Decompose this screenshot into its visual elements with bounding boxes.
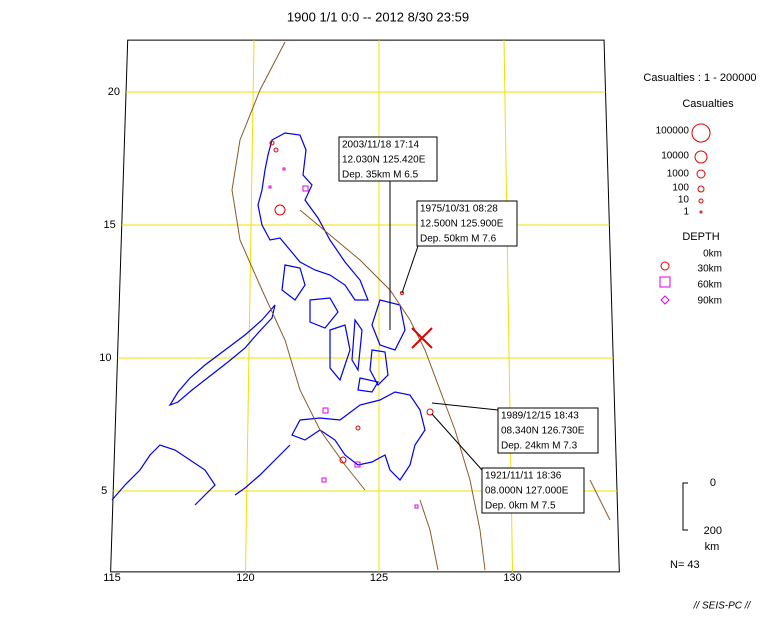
epicenter [354,461,361,468]
event-box [497,407,599,454]
trench-east [299,209,486,571]
depth-title: DEPTH [682,231,719,243]
casualties-range: Casualties : 1 - 200000 [643,72,756,84]
epicenter [269,140,275,146]
lon-label: 115 [103,572,121,584]
event-line: 1989/12/15 18:43 [501,411,579,422]
event-line: 2003/11/18 17:14 [342,140,420,151]
lon-label: 130 [503,572,521,584]
casualty-level: 1000 [667,169,690,180]
depth-symbol [659,276,671,288]
epicenter [339,456,347,464]
depth-level: 90km [698,296,722,307]
legend-symbol [699,210,703,214]
coast-sulu [234,444,291,496]
coast-panay [309,297,339,329]
coast-samar [371,299,406,351]
depth-scale-unit: km [705,541,720,553]
lat-label: 10 [99,352,111,364]
trench-south [419,499,439,571]
depth-level: 0km [703,249,722,260]
epicenter [355,425,361,431]
leader-line [431,413,483,471]
epicenter [322,407,329,414]
depth-level: 30km [698,264,722,275]
casualty-level: 10 [678,195,690,206]
event-line: 12.500N 125.900E [420,219,504,230]
casualty-level: 10000 [661,151,689,162]
event-count: N= 43 [670,559,700,571]
event-line: 1921/11/11 18:36 [485,471,562,482]
depth-levels: 0km 30km 60km 90km [698,249,722,307]
trench-east2 [589,479,611,521]
event-line: 12.030N 125.420E [342,155,426,166]
coast-bohol [357,377,379,393]
lat-label: 20 [108,86,120,98]
event-box [481,467,585,514]
epicenter [282,167,286,171]
coast-cebu [351,318,363,372]
lon-label: 125 [370,572,388,584]
legend-symbol [697,185,705,193]
event-box [338,136,438,182]
leader-line [431,402,499,411]
coast-leyte [369,349,389,386]
trenches [231,41,611,571]
lon-label: 120 [236,572,254,584]
lat-label: 15 [104,219,116,231]
casualty-level: 100 [672,183,689,194]
legend-symbol [694,150,708,164]
lat-label: 5 [101,485,107,497]
depth-scale-bottom: 200 [704,525,722,537]
epicenter [321,477,327,483]
grid-line [244,40,255,572]
depth-scale-bar [682,482,688,531]
casualty-level: 1 [683,207,689,218]
depth-scale-top: 0 [710,477,716,489]
event-line: Dep. 0km M 7.5 [485,501,556,512]
legend: Casualties : 1 - 200000 Casualties 10000… [643,72,756,307]
coast-negros [329,324,351,382]
casualty-level: 100000 [656,126,690,137]
coast-mindanao [291,391,426,481]
legend-symbol [698,198,704,204]
event-line: 08.340N 126.730E [501,426,585,437]
depth-symbol [660,261,670,271]
depth-level: 60km [698,280,722,291]
epicenter [268,185,272,189]
epicenter [426,408,434,416]
event-line: 1975/10/31 08:28 [420,204,498,215]
coastlines [111,132,426,506]
graticule: 20 15 10 5 115 120 125 130 [99,39,620,584]
depth-symbol [660,295,670,305]
main-event-cross [411,327,433,349]
event-line: Dep. 50km M 7.6 [420,234,497,245]
depth-scale: 0 200 km [682,477,722,553]
annotations [338,136,599,514]
trench-west [231,41,366,491]
event-box [416,200,518,247]
coast-borneo [111,444,216,506]
map-frame [110,39,620,573]
epicenters [268,140,434,509]
casualties-title: Casualties [682,98,734,110]
coast-luzon [257,132,369,301]
epicenter [273,147,279,153]
leader-line [401,245,419,294]
footer: // SEIS-PC // [693,601,752,612]
epicenter [274,204,286,216]
epicenter [414,504,419,509]
coast-mindoro [281,264,306,301]
annotation-texts: 2003/11/18 17:14 12.030N 125.420E Dep. 35k… [342,140,585,512]
event-line: 08.000N 127.000E [485,486,569,497]
title: 1900 1/1 0:0 -- 2012 8/30 23:59 [287,9,469,24]
legend-symbol [696,169,706,179]
event-line: Dep. 24km M 7.3 [501,441,578,452]
epicenter [302,185,309,192]
coast-palawan [168,304,276,407]
legend-symbol [691,123,711,143]
event-line: Dep. 35km M 6.5 [342,170,419,181]
